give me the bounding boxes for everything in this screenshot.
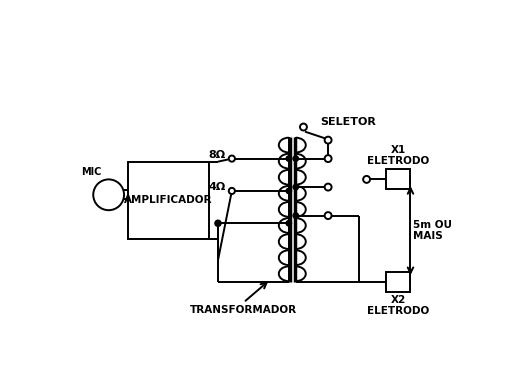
Bar: [128, 162, 209, 239]
Bar: [386, 169, 410, 189]
Circle shape: [363, 176, 370, 183]
Circle shape: [324, 184, 332, 190]
Circle shape: [324, 155, 332, 162]
Text: 4Ω: 4Ω: [209, 182, 226, 192]
Circle shape: [293, 213, 298, 218]
Text: X2
ELETRODO: X2 ELETRODO: [367, 295, 430, 317]
Text: 8Ω: 8Ω: [209, 150, 226, 160]
Text: SELETOR: SELETOR: [320, 117, 376, 126]
Text: MIC: MIC: [82, 167, 102, 177]
Circle shape: [324, 212, 332, 219]
Bar: [386, 272, 410, 292]
Text: 5m OU
MAIS: 5m OU MAIS: [413, 220, 452, 241]
Text: AMPLIFICADOR: AMPLIFICADOR: [124, 195, 213, 205]
Circle shape: [293, 156, 298, 161]
Circle shape: [286, 188, 292, 194]
Circle shape: [215, 220, 221, 226]
Circle shape: [229, 155, 235, 162]
Circle shape: [93, 179, 124, 210]
Circle shape: [286, 156, 292, 161]
Circle shape: [293, 185, 298, 190]
Text: X1
ELETRODO: X1 ELETRODO: [367, 145, 430, 166]
Circle shape: [229, 188, 235, 194]
Circle shape: [286, 221, 292, 226]
Circle shape: [300, 124, 307, 131]
Circle shape: [324, 137, 332, 144]
Text: TRANSFORMADOR: TRANSFORMADOR: [190, 305, 297, 315]
